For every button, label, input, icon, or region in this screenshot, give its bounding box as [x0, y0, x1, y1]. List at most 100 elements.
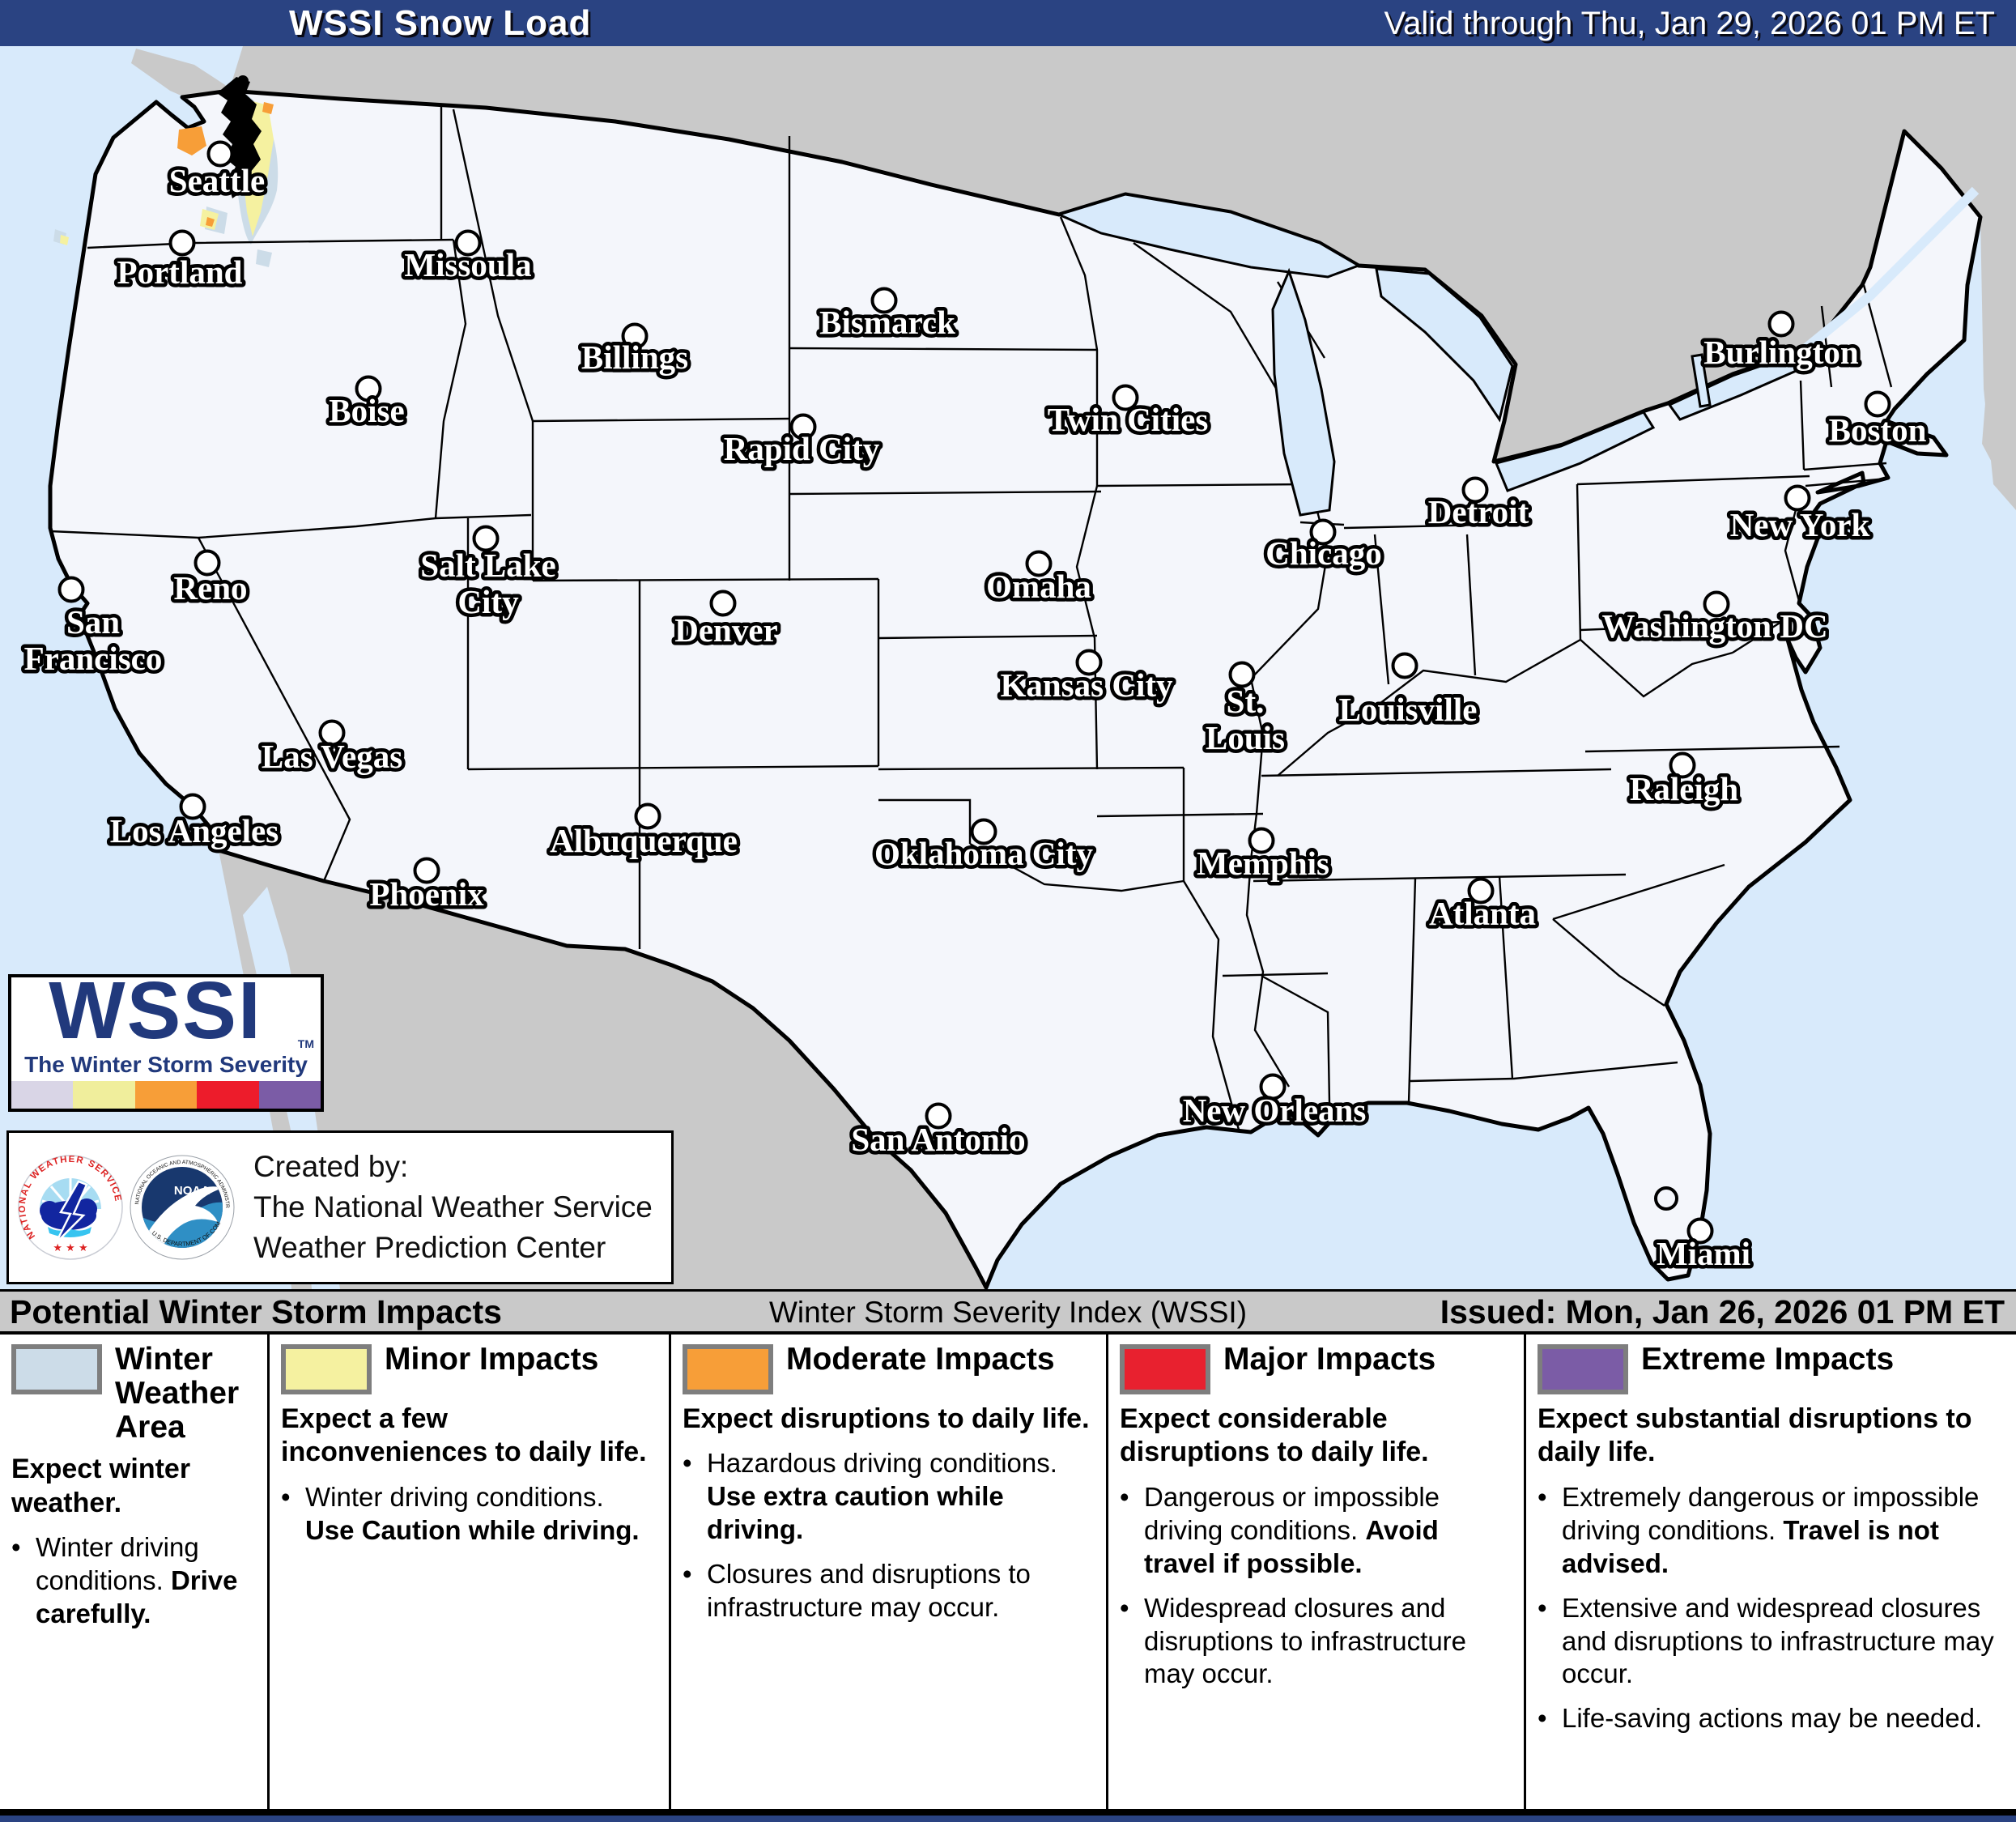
city-label: Billings: [581, 338, 688, 376]
city-salt-lake-city: Salt Lake City: [417, 525, 559, 624]
city-new-orleans: New Orleans: [1179, 1073, 1370, 1133]
city-label: Louisville: [1339, 691, 1478, 728]
city-dot: [413, 857, 440, 884]
city-label: San Antonio: [851, 1121, 1025, 1158]
legend-body: Winter Weather Area Expect winter weather…: [0, 1335, 2016, 1809]
city-label: Memphis: [1197, 845, 1329, 882]
issued-text: Issued: Mon, Jan 26, 2026 01 PM ET: [1440, 1293, 2005, 1330]
city-dot: [472, 525, 500, 552]
city-dot: [634, 802, 661, 830]
bullet-dot: •: [1538, 1703, 1547, 1734]
major-impacts-summary: Expect considerable disruptions to daily…: [1120, 1403, 1429, 1468]
winter-weather-specks: [53, 206, 272, 267]
extreme-impacts-bullet-1: • Extremely dangerous or impossible drivi…: [1538, 1481, 2005, 1581]
city-dot: [179, 793, 206, 820]
city-label: Raleigh: [1630, 770, 1739, 807]
nova-scotia: [1982, 403, 2014, 492]
city-reno: Reno: [170, 549, 251, 611]
city-label: Kansas City: [1000, 666, 1173, 704]
city-dot: [206, 140, 234, 168]
city-dot: [1112, 384, 1139, 411]
city-denver: Denver: [671, 590, 781, 653]
city-label: Chicago: [1265, 534, 1382, 572]
winter-weather-area-swatch: [11, 1344, 102, 1394]
severity-bar-segment-0: [11, 1081, 74, 1109]
lake-erie: [1494, 411, 1656, 492]
legend-column-minor-impacts: Minor Impacts Expect a few inconveniences…: [267, 1335, 669, 1809]
wssi-severity-color-bar: [11, 1081, 321, 1109]
city-san-francisco: San Francisco: [20, 576, 166, 681]
moderate-impacts-swatch: [683, 1344, 773, 1394]
bullet-text: Widespread closures and disruptions to i…: [1144, 1592, 1467, 1689]
noaa-wordmark: NOAA: [174, 1184, 210, 1198]
city-burlington: Burlington: [1700, 310, 1862, 375]
puget-sound-coast: [217, 77, 262, 198]
city-dot: [57, 576, 85, 603]
bottom-border: [0, 1809, 2016, 1816]
legend-column-moderate-impacts: Moderate Impacts Expect disruptions to da…: [669, 1335, 1106, 1809]
wssi-logo-box: WSSI TM The Winter Storm Severity Index: [8, 965, 324, 1112]
map-svg: Seattle Portland Missoula Billings Bismarck B…: [0, 46, 2016, 1290]
city-dot: [454, 229, 482, 257]
extreme-impacts-bullet-3: • Life-saving actions may be needed.: [1538, 1702, 2005, 1735]
san-juan-island: [237, 75, 249, 87]
city-detroit: Detroit: [1424, 476, 1533, 534]
city-label: Reno: [173, 569, 247, 607]
extreme-impacts-title: Extreme Impacts: [1641, 1342, 1895, 1377]
legend-column-extreme-impacts: Extreme Impacts Expect substantial disrup…: [1524, 1335, 2016, 1809]
city-label: New Orleans: [1183, 1092, 1367, 1129]
city-label: Burlington: [1703, 334, 1859, 371]
lake-champlain: [1691, 353, 1712, 408]
minor-impacts-swatch: [281, 1344, 372, 1394]
city-label: Seattle: [169, 162, 265, 199]
moderate-impacts-title: Moderate Impacts: [786, 1342, 1055, 1377]
city-label: St. Louis: [1206, 683, 1285, 756]
minor-impacts-bullet-1: • Winter driving conditions. Use Caution …: [281, 1481, 657, 1547]
city-memphis: Memphis: [1193, 827, 1333, 886]
bullet-text: Hazardous driving conditions. Use extra …: [707, 1448, 1057, 1545]
city-dot: [1686, 1217, 1714, 1245]
city-label: Omaha: [986, 568, 1091, 605]
city-dot: [1461, 476, 1489, 504]
page-title: WSSI Snow Load: [289, 3, 592, 43]
bullet-text: Dangerous or impossible driving conditio…: [1144, 1481, 1440, 1578]
legend-column-major-impacts: Major Impacts Expect considerable disrupt…: [1106, 1335, 1524, 1809]
city-markers-layer: Seattle Portland Missoula Billings Bismarck B…: [20, 140, 1930, 1276]
city-miami: Miami: [1652, 1217, 1754, 1276]
wssi-logo-acronym: WSSI: [49, 965, 262, 1056]
moderate-impacts-olympics: [177, 126, 206, 155]
city-dot: [925, 1102, 952, 1130]
city-dot: [1391, 652, 1418, 679]
lake-huron: [1375, 267, 1514, 423]
city-label: Detroit: [1428, 493, 1529, 530]
credit-line-1: Created by:: [253, 1150, 409, 1184]
minor-impacts-speck: [60, 209, 219, 245]
city-dot: [709, 590, 737, 617]
major-impacts-swatch: [1120, 1344, 1210, 1394]
city-label: New York: [1730, 506, 1870, 543]
city-dot: [621, 322, 649, 350]
city-label: San Francisco: [24, 603, 163, 677]
city-dot: [318, 719, 346, 747]
minor-impacts-title: Minor Impacts: [385, 1342, 599, 1377]
city-dot: [1767, 310, 1795, 338]
city-label: Washington DC: [1601, 607, 1827, 645]
severity-bar-segment-4: [258, 1081, 321, 1109]
city-louisville: Louisville: [1335, 652, 1481, 732]
city-label: Los Angeles: [110, 812, 279, 849]
city-boise: Boise: [325, 375, 408, 433]
bullet-dot: •: [1538, 1592, 1547, 1623]
severity-bar-segment-1: [73, 1081, 135, 1109]
st-lawrence-river: [1801, 186, 1980, 354]
bullet-dot: •: [11, 1532, 21, 1563]
bullet-dot: •: [281, 1481, 291, 1512]
lake-michigan: [1271, 267, 1336, 517]
city-billings: Billings: [577, 322, 692, 380]
major-impacts-title: Major Impacts: [1223, 1342, 1436, 1377]
bullet-text: Life-saving actions may be needed.: [1562, 1703, 1983, 1734]
city-missoula: Missoula: [401, 229, 535, 287]
city-label: Miami: [1657, 1235, 1750, 1272]
city-portland: Portland: [113, 229, 246, 295]
minor-impacts-summary: Expect a few inconveniences to daily lif…: [281, 1403, 647, 1468]
